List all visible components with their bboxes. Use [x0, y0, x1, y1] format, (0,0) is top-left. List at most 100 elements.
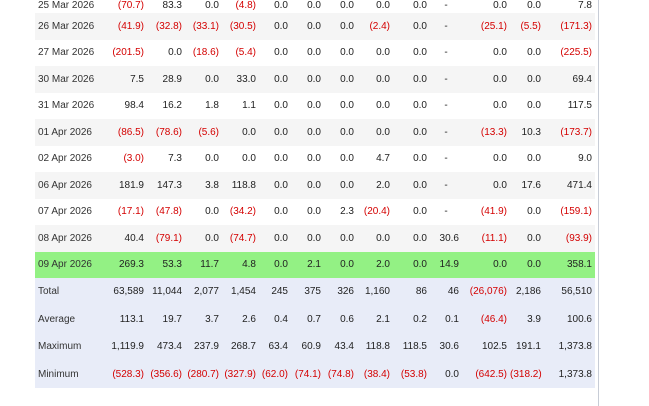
value-cell: 60.9 [291, 333, 324, 361]
value-cell: (528.3) [97, 360, 147, 388]
value-cell: 118.5 [393, 333, 430, 361]
value-cell: 0.7 [291, 305, 324, 333]
value-cell: 0.0 [185, 66, 222, 93]
value-cell: 0.2 [393, 305, 430, 333]
value-cell: 0.0 [357, 119, 393, 146]
value-cell: 118.8 [357, 333, 393, 361]
value-cell: 191.1 [510, 333, 544, 361]
value-cell: 471.4 [544, 172, 595, 199]
value-cell: 3.7 [185, 305, 222, 333]
value-cell: 0.0 [185, 145, 222, 172]
value-cell: (62.0) [259, 360, 291, 388]
value-cell: 0.0 [510, 145, 544, 172]
value-cell: 63.4 [259, 333, 291, 361]
date-cell: 09 Apr 2026 [35, 251, 97, 278]
value-cell: 9.0 [544, 145, 595, 172]
value-cell: (79.1) [147, 225, 185, 252]
date-cell: 07 Apr 2026 [35, 198, 97, 225]
value-cell: 0.0 [259, 145, 291, 172]
value-cell: 11.7 [185, 251, 222, 278]
value-cell: (74.1) [291, 360, 324, 388]
value-cell: 113.1 [97, 305, 147, 333]
value-cell: 0.0 [324, 0, 357, 13]
value-cell: (4.8) [222, 0, 259, 13]
value-cell: (46.4) [462, 305, 510, 333]
value-cell: 0.0 [510, 198, 544, 225]
value-cell: (26,076) [462, 278, 510, 306]
table-row: 07 Apr 2026 (17.1) (47.8) 0.0 (34.2) 0.0 0.0 2.… [35, 198, 595, 225]
value-cell: 0.0 [222, 145, 259, 172]
value-cell: 0.0 [510, 225, 544, 252]
value-cell: 0.0 [291, 172, 324, 199]
value-cell: 53.3 [147, 251, 185, 278]
daily-flows-table: 25 Mar 2026 (70.7) 83.3 0.0 (4.8) 0.0 0.0 0.0 0.… [35, 0, 595, 388]
summary-row: Minimum (528.3) (356.6) (280.7) (327.9) (62.0… [35, 360, 595, 388]
summary-row: Average 113.1 19.7 3.7 2.6 0.4 0.7 0.6 2.1 0.2 0.1… [35, 305, 595, 333]
value-cell: (47.8) [147, 198, 185, 225]
value-cell: (74.7) [222, 225, 259, 252]
value-cell: 0.0 [357, 66, 393, 93]
value-cell: 0.0 [324, 13, 357, 40]
value-cell: 2.1 [357, 305, 393, 333]
value-cell: - [430, 39, 462, 66]
value-cell: (171.3) [544, 13, 595, 40]
value-cell: 0.0 [510, 92, 544, 119]
value-cell: 0.0 [291, 39, 324, 66]
value-cell: 0.1 [430, 305, 462, 333]
value-cell: 102.5 [462, 333, 510, 361]
value-cell: 0.0 [462, 0, 510, 13]
value-cell: 0.0 [393, 66, 430, 93]
value-cell: 0.0 [324, 92, 357, 119]
value-cell: 43.4 [324, 333, 357, 361]
value-cell: 1,373.8 [544, 333, 595, 361]
value-cell: 0.0 [324, 225, 357, 252]
table-body: 25 Mar 2026 (70.7) 83.3 0.0 (4.8) 0.0 0.0 0.0 0.… [35, 0, 595, 388]
value-cell: 358.1 [544, 251, 595, 278]
value-cell: 0.0 [259, 92, 291, 119]
value-cell: (38.4) [357, 360, 393, 388]
value-cell: 0.0 [357, 39, 393, 66]
value-cell: 0.0 [393, 39, 430, 66]
value-cell: 0.0 [185, 0, 222, 13]
value-cell: 0.0 [510, 0, 544, 13]
value-cell: 86 [393, 278, 430, 306]
value-cell: 0.0 [462, 172, 510, 199]
value-cell: - [430, 172, 462, 199]
value-cell: (86.5) [97, 119, 147, 146]
summary-row: Maximum 1,119.9 473.4 237.9 268.7 63.4 60.9 43.… [35, 333, 595, 361]
value-cell: 0.0 [357, 225, 393, 252]
value-cell: 0.0 [259, 39, 291, 66]
value-cell: 7.8 [544, 0, 595, 13]
value-cell: 30.6 [430, 225, 462, 252]
value-cell: (34.2) [222, 198, 259, 225]
table-row: 31 Mar 2026 98.4 16.2 1.8 1.1 0.0 0.0 0.0 0.0 0.0… [35, 92, 595, 119]
summary-row: Total 63,589 11,044 2,077 1,454 245 375 326 1,16… [35, 278, 595, 306]
value-cell: (13.3) [462, 119, 510, 146]
value-cell: 0.0 [393, 0, 430, 13]
value-cell: 0.0 [393, 225, 430, 252]
value-cell: 0.0 [259, 66, 291, 93]
value-cell: 1,160 [357, 278, 393, 306]
summary-label: Maximum [35, 333, 97, 361]
value-cell: 0.0 [291, 13, 324, 40]
value-cell: 2.0 [357, 251, 393, 278]
value-cell: 83.3 [147, 0, 185, 13]
table-row: 01 Apr 2026 (86.5) (78.6) (5.6) 0.0 0.0 0.0 0.0… [35, 119, 595, 146]
value-cell: 245 [259, 278, 291, 306]
value-cell: 237.9 [185, 333, 222, 361]
summary-label: Minimum [35, 360, 97, 388]
table-row: 30 Mar 2026 7.5 28.9 0.0 33.0 0.0 0.0 0.0 0.0 0.0… [35, 66, 595, 93]
date-cell: 02 Apr 2026 [35, 145, 97, 172]
value-cell: 0.0 [462, 251, 510, 278]
value-cell: (20.4) [357, 198, 393, 225]
value-cell: (327.9) [222, 360, 259, 388]
summary-label: Total [35, 278, 97, 306]
value-cell: (356.6) [147, 360, 185, 388]
value-cell: 0.0 [324, 251, 357, 278]
value-cell: (53.8) [393, 360, 430, 388]
value-cell: 1.1 [222, 92, 259, 119]
table-row: 08 Apr 2026 40.4 (79.1) 0.0 (74.7) 0.0 0.0 0.0 0… [35, 225, 595, 252]
value-cell: 0.0 [291, 225, 324, 252]
value-cell: 14.9 [430, 251, 462, 278]
